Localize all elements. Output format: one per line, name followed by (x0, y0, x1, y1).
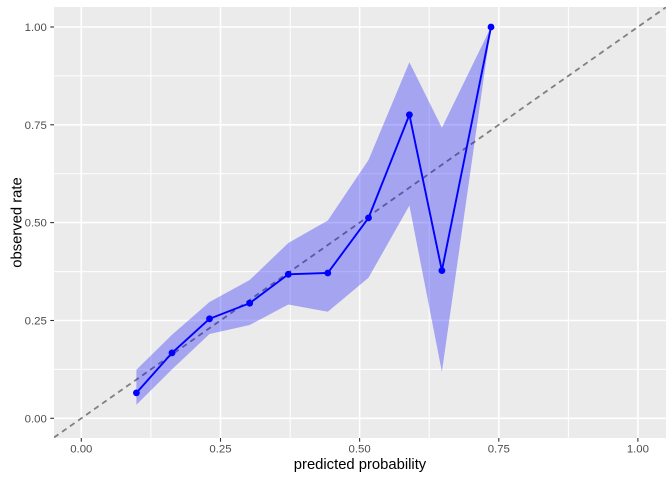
svg-text:0.50: 0.50 (349, 444, 371, 456)
svg-text:1.00: 1.00 (25, 22, 47, 34)
svg-text:observed rate: observed rate (10, 177, 26, 267)
svg-text:0.25: 0.25 (209, 444, 231, 456)
svg-text:1.00: 1.00 (627, 444, 649, 456)
svg-text:0.50: 0.50 (25, 218, 47, 230)
svg-text:0.75: 0.75 (488, 444, 510, 456)
svg-text:0.25: 0.25 (25, 316, 47, 328)
svg-text:0.75: 0.75 (25, 120, 47, 132)
svg-text:0.00: 0.00 (70, 444, 92, 456)
svg-text:0.00: 0.00 (25, 413, 47, 425)
svg-text:predicted probability: predicted probability (294, 457, 427, 473)
